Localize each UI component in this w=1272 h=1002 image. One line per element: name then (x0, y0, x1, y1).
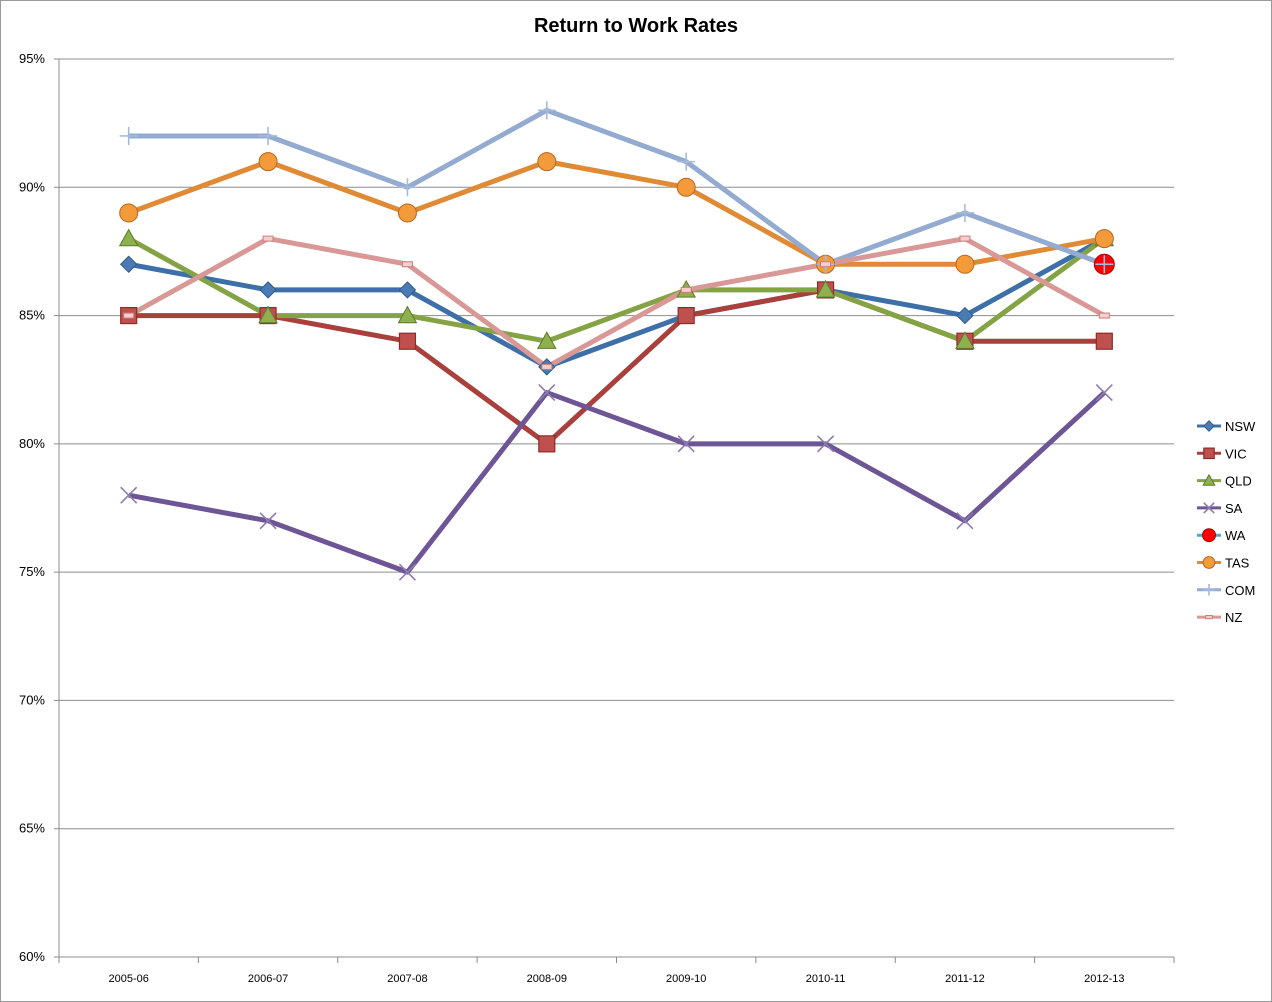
data-point-nz (959, 235, 971, 242)
data-point-nsw (259, 281, 277, 299)
series-line-qld (127, 236, 1106, 344)
legend-marker-nz (1205, 614, 1213, 620)
legend-item-sa: SA (1197, 501, 1243, 516)
legend-item-nz: NZ (1197, 610, 1242, 625)
legend-label-com: COM (1225, 583, 1255, 598)
data-point-nz (262, 235, 274, 242)
legend-item-wa: WA (1197, 528, 1246, 543)
data-point-sa (538, 383, 556, 402)
legend-marker-wa (1202, 528, 1216, 543)
y-tick-label: 70% (19, 692, 45, 707)
data-point-nz (820, 261, 832, 268)
y-tick-label: 85% (19, 308, 45, 323)
legend-item-com: COM (1197, 583, 1255, 598)
data-point-nz (541, 363, 553, 370)
y-tick-label: 75% (19, 564, 45, 579)
series-line-com (128, 107, 1106, 267)
data-point-com (259, 126, 278, 145)
data-point-vic (398, 332, 417, 350)
data-point-sa (956, 512, 974, 530)
data-point-qld (397, 305, 418, 324)
data-point-nsw (398, 281, 417, 299)
legend-item-qld: QLD (1197, 474, 1252, 489)
data-point-qld (118, 228, 139, 247)
y-tick-label: 95% (19, 51, 45, 66)
legend-marker-sa (1203, 502, 1215, 514)
x-tick-label: 2008-09 (527, 973, 567, 985)
data-point-vic (1095, 332, 1113, 350)
data-point-qld (536, 331, 557, 349)
data-point-nz (123, 312, 135, 319)
x-tick-label: 2010-11 (806, 973, 846, 985)
x-tick-label: 2006-07 (248, 973, 288, 985)
series-line-sa (128, 390, 1107, 575)
data-point-qld (955, 331, 975, 349)
legend-item-vic: VIC (1197, 446, 1247, 461)
data-point-qld (815, 279, 836, 298)
data-point-nsw (956, 306, 974, 325)
data-point-nz (680, 286, 692, 293)
legend-label-nz: NZ (1225, 610, 1242, 625)
legend-label-tas: TAS (1225, 556, 1250, 571)
series-line-nsw (128, 236, 1106, 370)
data-point-tas (258, 152, 278, 172)
legend-marker-com (1203, 583, 1215, 596)
y-tick-label: 90% (19, 179, 45, 194)
legend-label-qld: QLD (1225, 474, 1252, 489)
legend-marker-qld (1202, 473, 1216, 486)
data-point-com (398, 178, 417, 197)
data-point-sa (120, 486, 138, 504)
data-point-sa (1095, 383, 1113, 402)
data-point-com (955, 203, 974, 222)
legend-marker-vic (1203, 447, 1215, 460)
data-point-tas (397, 203, 417, 223)
data-point-com (537, 101, 556, 120)
legend-marker-tas (1202, 556, 1216, 569)
data-point-tas (955, 254, 975, 274)
data-point-sa (677, 435, 695, 453)
data-point-qld (258, 305, 278, 324)
y-tick-label: 80% (19, 436, 45, 451)
data-point-vic (677, 306, 695, 325)
data-point-tas (676, 177, 696, 197)
x-tick-label: 2007-08 (387, 973, 427, 985)
x-tick-label: 2009-10 (666, 973, 706, 985)
data-point-sa (259, 512, 277, 530)
chart-title: Return to Work Rates (533, 15, 739, 37)
legend-label-vic: VIC (1225, 446, 1247, 461)
legend-label-wa: WA (1225, 528, 1246, 543)
data-point-vic (538, 435, 556, 453)
data-point-sa (816, 435, 835, 453)
data-point-com (1095, 255, 1114, 274)
x-tick-label: 2011-12 (945, 973, 985, 985)
data-point-tas (537, 152, 557, 172)
x-tick-label: 2005-06 (109, 973, 149, 985)
data-point-sa (398, 563, 417, 581)
data-point-nz (1098, 312, 1110, 319)
y-tick-label: 65% (19, 821, 45, 836)
legend-marker-nsw (1203, 420, 1215, 432)
series-line-nz (127, 236, 1106, 370)
legend-label-nsw: NSW (1225, 419, 1256, 434)
series-line-tas (127, 159, 1105, 267)
data-point-nsw (119, 255, 138, 273)
x-tick-label: 2012-13 (1084, 973, 1124, 985)
data-point-com (119, 126, 138, 145)
legend-label-sa: SA (1225, 501, 1243, 516)
legend-item-tas: TAS (1197, 556, 1250, 571)
data-point-tas (1094, 229, 1114, 249)
data-point-com (677, 152, 696, 171)
legend-item-nsw: NSW (1197, 419, 1256, 434)
y-tick-label: 60% (19, 949, 45, 964)
data-point-nz (401, 261, 413, 268)
data-point-tas (119, 203, 139, 223)
